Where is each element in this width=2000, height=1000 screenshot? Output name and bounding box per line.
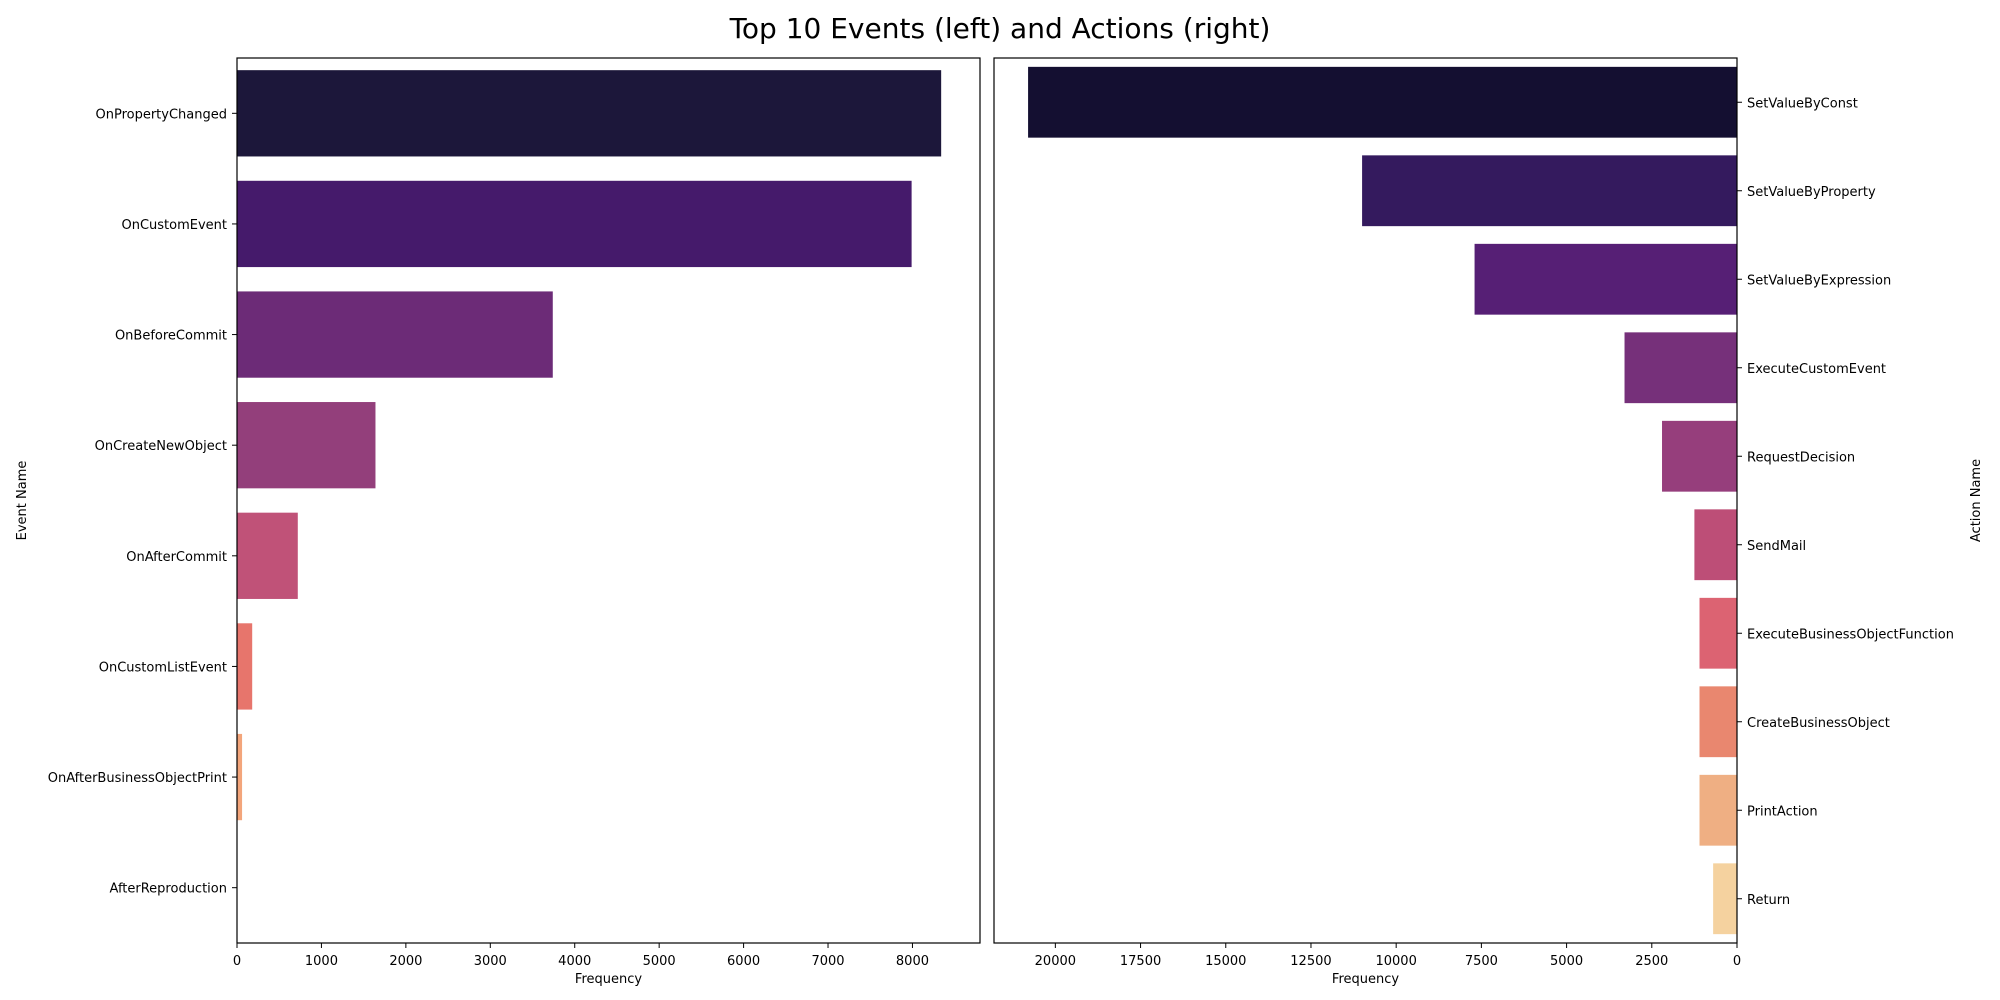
x-tick-label: 0 xyxy=(233,954,241,969)
x-tick-label: 7000 xyxy=(811,954,844,969)
bar-CreateBusinessObject xyxy=(1699,686,1737,758)
y-axis-label: Event Name xyxy=(15,461,30,541)
x-tick-label: 8000 xyxy=(896,954,929,969)
y-tick-label: ExecuteCustomEvent xyxy=(1747,362,1886,377)
axes-frame xyxy=(236,57,981,944)
x-tick-label: 1000 xyxy=(305,954,338,969)
x-axis-label: Frequency xyxy=(1332,972,1399,987)
bar-RequestDecision xyxy=(1662,420,1737,492)
bar-OnBeforeCommit xyxy=(237,291,553,378)
x-tick-label: 3000 xyxy=(474,954,507,969)
bar-PrintAction xyxy=(1699,774,1737,846)
bar-OnPropertyChanged xyxy=(237,70,942,157)
x-axis-label: Frequency xyxy=(575,972,642,987)
y-tick-label: OnAfterCommit xyxy=(126,550,227,565)
bar-SetValueByProperty xyxy=(1362,155,1737,227)
x-tick-label: 20000 xyxy=(1035,954,1076,969)
axes-frame xyxy=(993,57,1738,944)
y-tick-label: OnPropertyChanged xyxy=(95,107,227,122)
y-tick-label: SetValueByProperty xyxy=(1747,185,1876,200)
x-tick-label: 5000 xyxy=(643,954,676,969)
x-tick-label: 2000 xyxy=(389,954,422,969)
x-tick-label: 17500 xyxy=(1120,954,1161,969)
y-tick-label: OnCustomListEvent xyxy=(99,660,227,675)
y-tick-label: OnCustomEvent xyxy=(121,218,227,233)
y-tick-label: OnCreateNewObject xyxy=(95,439,227,454)
y-axis-label: Action Name xyxy=(1969,459,1984,542)
y-tick-label: SendMail xyxy=(1747,539,1806,554)
x-tick-label: 4000 xyxy=(558,954,591,969)
bar-OnCustomListEvent xyxy=(237,623,253,710)
y-tick-label: RequestDecision xyxy=(1747,450,1855,465)
y-tick-label: OnAfterBusinessObjectPrint xyxy=(48,771,227,786)
bar-OnAfterCommit xyxy=(237,512,298,599)
y-tick-label: SetValueByExpression xyxy=(1747,273,1891,288)
y-tick-label: OnBeforeCommit xyxy=(115,329,227,344)
y-tick-label: SetValueByConst xyxy=(1747,96,1858,111)
chart-title: Top 10 Events (left) and Actions (right) xyxy=(729,12,1271,45)
y-tick-label: AfterReproduction xyxy=(110,882,227,897)
x-tick-label: 12500 xyxy=(1290,954,1331,969)
x-tick-label: 0 xyxy=(1733,954,1741,969)
bar-OnCreateNewObject xyxy=(237,402,376,489)
events-panel: OnPropertyChanged OnCustomEvent OnBeforeCo… xyxy=(15,57,981,987)
bar-OnAfterBusinessObjectPrint xyxy=(237,733,243,821)
bar-Return xyxy=(1713,863,1737,935)
bar-SetValueByConst xyxy=(1028,66,1737,138)
x-tick-label: 15000 xyxy=(1205,954,1246,969)
y-tick-label: PrintAction xyxy=(1747,804,1818,819)
actions-panel: SetValueByConst SetValueByProperty SetValu… xyxy=(993,57,1984,987)
bar-ExecuteCustomEvent xyxy=(1624,332,1737,404)
x-tick-label: 2500 xyxy=(1635,954,1668,969)
bar-SetValueByExpression xyxy=(1474,243,1737,315)
bar-OnCustomEvent xyxy=(237,180,912,268)
bar-SendMail xyxy=(1694,509,1737,581)
x-tick-label: 6000 xyxy=(727,954,760,969)
bar-ExecuteBusinessObjectFunction xyxy=(1699,597,1737,669)
y-tick-label: CreateBusinessObject xyxy=(1747,716,1890,731)
x-tick-label: 7500 xyxy=(1465,954,1498,969)
x-tick-label: 5000 xyxy=(1550,954,1583,969)
y-tick-label: Return xyxy=(1747,893,1790,908)
y-tick-label: ExecuteBusinessObjectFunction xyxy=(1747,627,1954,642)
x-tick-label: 10000 xyxy=(1375,954,1416,969)
